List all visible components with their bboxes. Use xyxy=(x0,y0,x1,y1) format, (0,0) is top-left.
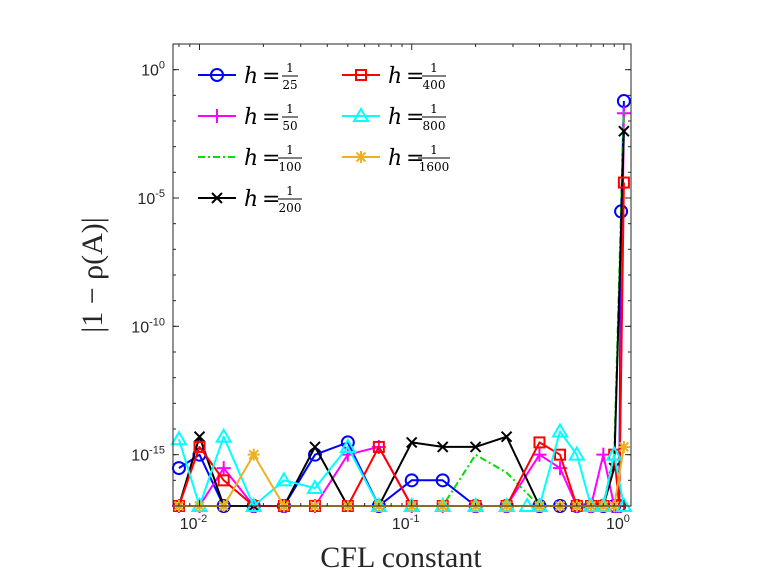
legend-item-200: h = 1 200 xyxy=(198,184,302,215)
legend-marker xyxy=(355,69,367,81)
legend-marker xyxy=(210,68,224,82)
data-point xyxy=(193,431,206,443)
legend-eq: = xyxy=(406,146,424,171)
legend-denominator: 100 xyxy=(279,160,302,174)
data-point xyxy=(618,125,630,137)
legend-item-1600: h = 1 1600 xyxy=(342,143,450,174)
tick-layer: 10-2 10-1 100 100 10-5 10-10 10-15 xyxy=(131,43,631,533)
data-point xyxy=(551,422,569,438)
legend-numerator: 1 xyxy=(286,143,294,157)
data-point xyxy=(554,448,567,461)
legend-marker xyxy=(355,151,367,163)
data-point xyxy=(309,441,321,453)
data-point xyxy=(217,474,230,487)
x-tick-label: 10-2 xyxy=(180,513,208,533)
legend-h: h xyxy=(244,64,258,89)
legend-eq: = xyxy=(262,64,280,89)
x-tick-label: 100 xyxy=(606,513,630,533)
legend-numerator: 1 xyxy=(430,143,438,157)
legend-eq: = xyxy=(262,105,280,130)
legend-denominator: 25 xyxy=(282,78,297,92)
data-point xyxy=(193,440,206,453)
data-point xyxy=(214,427,233,443)
series-line-50 xyxy=(178,113,625,507)
data-point xyxy=(437,441,449,453)
data-point xyxy=(617,176,630,189)
legend-item-50: h = 1 50 xyxy=(198,102,298,133)
data-point xyxy=(404,473,419,488)
data-point xyxy=(247,448,260,461)
data-point xyxy=(216,461,231,476)
legend-eq: = xyxy=(406,64,424,89)
data-point xyxy=(596,447,611,462)
data-point xyxy=(469,441,482,453)
legend-item-800: h = 1 800 xyxy=(342,102,446,133)
y-tick-label: 100 xyxy=(141,60,165,80)
legend-h: h xyxy=(388,146,402,171)
legend-numerator: 1 xyxy=(286,102,294,116)
legend-marker xyxy=(211,192,223,204)
data-point xyxy=(339,437,357,453)
legend-denominator: 50 xyxy=(282,119,297,133)
x-tick-label: 10-1 xyxy=(392,513,420,533)
y-tick-label: 10-15 xyxy=(131,445,165,465)
legend-eq: = xyxy=(406,105,424,130)
legend-numerator: 1 xyxy=(430,102,438,116)
data-point xyxy=(615,497,633,512)
y-tick-label: 10-5 xyxy=(137,188,165,208)
data-point xyxy=(306,479,324,495)
legend-eq: = xyxy=(262,187,280,212)
legend-denominator: 200 xyxy=(279,201,302,215)
data-point xyxy=(605,445,623,461)
legend-item-100: h = 1 100 xyxy=(198,143,302,174)
data-point xyxy=(372,440,385,453)
data-point xyxy=(406,436,418,449)
legend-item-400: h = 1 400 xyxy=(342,61,446,92)
data-point xyxy=(568,445,586,461)
legend-marker xyxy=(210,109,224,123)
y-tick-label: 10-10 xyxy=(131,316,165,336)
legend-h: h xyxy=(244,187,258,212)
series-200 xyxy=(173,125,630,512)
data-point xyxy=(532,447,547,462)
legend-marker xyxy=(352,107,370,122)
data-point xyxy=(533,436,546,449)
data-point xyxy=(275,471,293,487)
legend-denominator: 400 xyxy=(423,78,446,92)
legend-denominator: 1600 xyxy=(419,160,450,174)
legend-eq: = xyxy=(262,146,280,171)
series-line-400 xyxy=(177,182,625,507)
legend-h: h xyxy=(388,105,402,130)
x-axis-label: CFL constant xyxy=(320,541,482,574)
legend-denominator: 800 xyxy=(423,119,446,133)
data-point xyxy=(500,431,513,443)
data-point xyxy=(617,440,630,453)
legend-numerator: 1 xyxy=(430,61,438,75)
legend-item-25: h = 1 25 xyxy=(198,61,298,92)
data-point xyxy=(170,430,188,446)
data-point xyxy=(244,497,263,512)
legend-numerator: 1 xyxy=(286,61,294,75)
legend-h: h xyxy=(244,146,258,171)
legend-h: h xyxy=(244,105,258,130)
legend-numerator: 1 xyxy=(286,184,294,198)
y-axis-label: |1 − ρ(A)| xyxy=(76,217,109,333)
data-point xyxy=(435,473,450,488)
series-1600 xyxy=(172,440,630,512)
legend-h: h xyxy=(388,64,402,89)
